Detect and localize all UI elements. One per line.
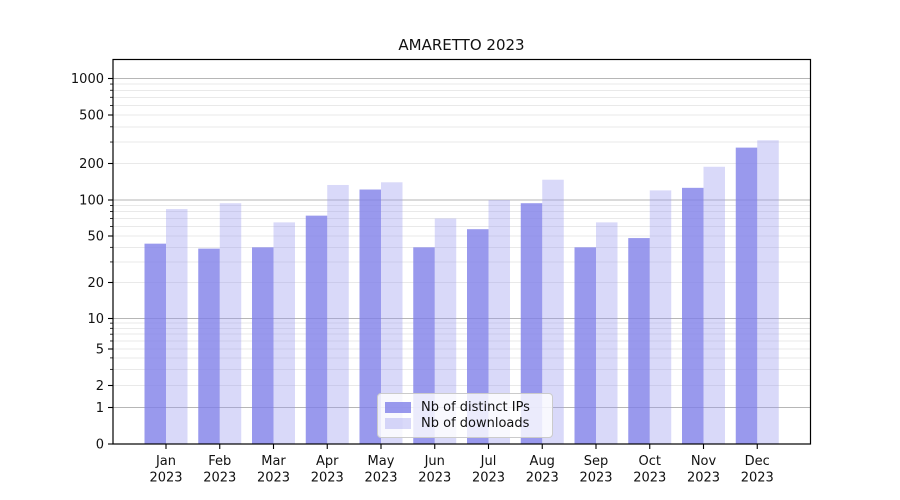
bar-downloads [757, 140, 779, 445]
x-tick-label-year: 2023 [687, 471, 720, 486]
x-tick-label-year: 2023 [472, 471, 505, 486]
legend-label-downloads: Nb of downloads [421, 416, 530, 432]
x-tick-label-year: 2023 [741, 471, 774, 486]
bar-distinct-ips [520, 203, 543, 444]
plot-frame [112, 58, 812, 445]
x-tick-label-month: Nov [691, 454, 717, 469]
bar-downloads [219, 203, 242, 444]
bar-downloads [542, 179, 564, 444]
x-tick-label-year: 2023 [579, 471, 612, 486]
bar-distinct-ips [467, 229, 489, 444]
x-tick-label-month: Feb [208, 454, 231, 469]
x-tick-label-year: 2023 [633, 471, 666, 486]
x-tick-label-year: 2023 [149, 471, 182, 486]
x-tick-label-year: 2023 [364, 471, 397, 486]
legend-item-distinct-ips: Nb of distinct IPs [385, 401, 546, 414]
bar-downloads [703, 166, 725, 445]
chart-title: AMARETTO 2023 [398, 36, 525, 54]
x-tick-label-year: 2023 [203, 471, 236, 486]
bar-distinct-ips [628, 238, 650, 444]
y-tick-label: 2 [96, 379, 104, 394]
bar-downloads [488, 200, 510, 444]
y-tick-label: 1 [96, 401, 104, 416]
x-tick-label-month: Aug [530, 454, 555, 469]
legend-item-downloads: Nb of downloads [385, 417, 546, 430]
x-tick-label-month: Dec [745, 454, 770, 469]
y-tick-label: 5 [96, 343, 104, 358]
x-tick-label-month: Jun [424, 454, 445, 469]
x-tick-label-year: 2023 [418, 471, 451, 486]
bar-downloads [327, 184, 349, 444]
bar-downloads [166, 209, 188, 444]
y-tick-label: 20 [87, 276, 104, 291]
y-tick-label: 100 [79, 194, 104, 209]
bar-distinct-ips [252, 247, 274, 444]
bar-distinct-ips [574, 247, 596, 444]
y-tick-label: 50 [87, 230, 104, 245]
x-tick-label-month: Sep [584, 454, 609, 469]
legend: Nb of distinct IPs Nb of downloads [377, 393, 553, 438]
x-tick-label-month: May [368, 454, 395, 469]
x-tick-label-year: 2023 [257, 471, 290, 486]
x-tick-label-month: Apr [316, 454, 339, 469]
bar-distinct-ips [735, 147, 758, 444]
bar-distinct-ips [305, 215, 328, 444]
x-tick-label-year: 2023 [311, 471, 344, 486]
bar-downloads [434, 218, 457, 444]
bar-distinct-ips [198, 248, 220, 444]
x-tick-label-month: Mar [261, 454, 286, 469]
y-tick-label: 0 [96, 438, 104, 453]
y-tick-label: 500 [79, 109, 104, 124]
bar-downloads [596, 222, 618, 444]
bar-downloads [381, 182, 403, 444]
bar-distinct-ips [359, 189, 381, 444]
x-tick-label-month: Jul [480, 454, 497, 469]
legend-swatch-distinct-ips-icon [385, 401, 411, 413]
bar-downloads [649, 190, 672, 444]
bar-distinct-ips [144, 243, 166, 444]
y-tick-label: 200 [79, 157, 104, 172]
x-tick-label-month: Oct [639, 454, 661, 469]
x-tick-label-month: Jan [155, 454, 176, 469]
bar-distinct-ips [682, 187, 704, 445]
x-tick-label-year: 2023 [526, 471, 559, 486]
legend-label-distinct-ips: Nb of distinct IPs [421, 399, 530, 415]
legend-swatch-downloads-icon [385, 418, 411, 430]
y-tick-label: 1000 [71, 72, 104, 87]
bar-downloads [273, 222, 295, 444]
y-tick-label: 10 [87, 312, 104, 327]
